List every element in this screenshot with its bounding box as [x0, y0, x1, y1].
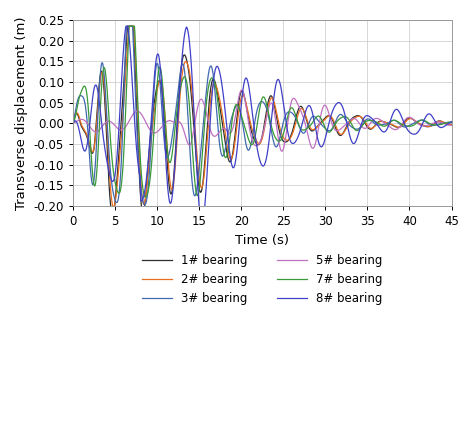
3# bearing — [120, 129, 126, 134]
8# bearing — [138, 198, 144, 203]
7# bearing — [120, 169, 126, 174]
7# bearing — [356, 128, 361, 133]
3# bearing — [198, 148, 204, 153]
1# bearing — [120, 93, 126, 98]
5# bearing — [70, 121, 76, 126]
2# bearing — [138, 182, 144, 187]
2# bearing — [70, 121, 76, 126]
Y-axis label: Transverse displacement (m): Transverse displacement (m) — [15, 16, 28, 210]
5# bearing — [279, 149, 285, 154]
3# bearing — [449, 120, 455, 125]
8# bearing — [124, 24, 129, 29]
5# bearing — [356, 119, 361, 125]
2# bearing — [322, 116, 328, 121]
5# bearing — [239, 88, 245, 93]
8# bearing — [449, 119, 455, 124]
Line: 8# bearing: 8# bearing — [73, 26, 452, 210]
2# bearing — [257, 141, 263, 146]
5# bearing — [137, 110, 143, 115]
1# bearing — [449, 122, 455, 127]
Line: 5# bearing: 5# bearing — [73, 90, 452, 151]
8# bearing — [322, 136, 328, 141]
7# bearing — [198, 170, 204, 176]
Legend: 1# bearing, 2# bearing, 3# bearing, 5# bearing, 7# bearing, 8# bearing: 1# bearing, 2# bearing, 3# bearing, 5# b… — [137, 249, 387, 309]
Line: 2# bearing: 2# bearing — [73, 26, 452, 207]
Line: 7# bearing: 7# bearing — [73, 26, 452, 197]
5# bearing — [322, 103, 328, 108]
1# bearing — [125, 24, 130, 29]
1# bearing — [198, 190, 204, 195]
2# bearing — [449, 122, 455, 127]
8# bearing — [356, 132, 361, 137]
8# bearing — [257, 158, 263, 163]
8# bearing — [198, 208, 204, 213]
5# bearing — [120, 127, 126, 132]
1# bearing — [138, 201, 144, 206]
5# bearing — [256, 141, 262, 146]
7# bearing — [70, 121, 76, 126]
1# bearing — [70, 121, 76, 126]
Line: 1# bearing: 1# bearing — [73, 26, 452, 210]
5# bearing — [197, 97, 203, 102]
Line: 3# bearing: 3# bearing — [73, 26, 452, 205]
8# bearing — [120, 60, 126, 65]
2# bearing — [127, 24, 132, 29]
7# bearing — [257, 106, 263, 111]
3# bearing — [322, 126, 328, 131]
7# bearing — [127, 24, 132, 29]
8# bearing — [197, 208, 202, 213]
X-axis label: Time (s): Time (s) — [235, 234, 289, 247]
2# bearing — [198, 184, 204, 190]
7# bearing — [449, 120, 455, 125]
2# bearing — [120, 112, 126, 117]
3# bearing — [70, 121, 76, 126]
2# bearing — [356, 114, 361, 119]
1# bearing — [322, 115, 328, 120]
1# bearing — [257, 141, 263, 146]
1# bearing — [356, 113, 361, 118]
3# bearing — [124, 24, 130, 29]
3# bearing — [138, 184, 144, 190]
7# bearing — [322, 126, 328, 131]
5# bearing — [449, 123, 455, 128]
2# bearing — [110, 204, 116, 210]
7# bearing — [138, 162, 144, 167]
3# bearing — [257, 100, 263, 105]
8# bearing — [70, 121, 76, 126]
7# bearing — [143, 195, 148, 200]
1# bearing — [109, 208, 114, 213]
3# bearing — [356, 126, 361, 131]
3# bearing — [142, 202, 148, 207]
